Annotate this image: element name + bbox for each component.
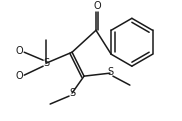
Text: O: O	[15, 46, 23, 56]
Text: O: O	[93, 1, 101, 11]
Text: S: S	[108, 67, 114, 77]
Text: S: S	[69, 88, 75, 98]
Text: O: O	[15, 71, 23, 81]
Text: S: S	[43, 58, 49, 68]
